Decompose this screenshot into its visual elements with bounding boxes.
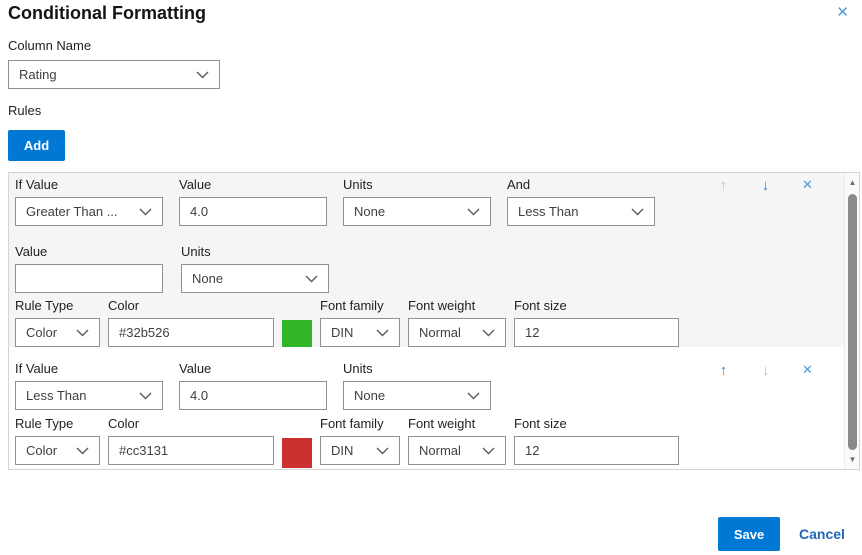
- rule-type-label: Rule Type: [15, 416, 74, 431]
- cancel-button[interactable]: Cancel: [799, 526, 845, 542]
- color-input[interactable]: [108, 318, 274, 347]
- font-size-input[interactable]: [514, 436, 679, 465]
- value-label: Value: [179, 361, 212, 376]
- move-down-icon[interactable]: ↓: [761, 362, 770, 379]
- font-family-dropdown[interactable]: DIN: [320, 318, 400, 347]
- column-name-label: Column Name: [8, 38, 92, 53]
- font-size-input[interactable]: [514, 318, 679, 347]
- chevron-down-icon: [467, 208, 480, 215]
- delete-rule-icon[interactable]: ✕: [802, 177, 813, 192]
- and-dropdown[interactable]: Less Than: [507, 197, 655, 226]
- units-dropdown[interactable]: None: [343, 381, 491, 410]
- font-weight-label: Font weight: [408, 298, 476, 313]
- rule-row: If Value Greater Than ... Value Units No…: [9, 173, 844, 350]
- font-weight-dropdown[interactable]: Normal: [408, 436, 506, 465]
- chevron-down-icon: [482, 329, 495, 336]
- move-up-icon[interactable]: ↑: [719, 177, 728, 194]
- color-swatch[interactable]: [282, 438, 312, 468]
- chevron-down-icon: [631, 208, 644, 215]
- value2-input[interactable]: [15, 264, 163, 293]
- font-family-label: Font family: [320, 298, 384, 313]
- chevron-down-icon: [196, 71, 209, 78]
- delete-rule-icon[interactable]: ✕: [802, 362, 813, 377]
- chevron-down-icon: [76, 329, 89, 336]
- rules-label: Rules: [8, 103, 42, 118]
- font-size-label: Font size: [514, 416, 567, 431]
- font-size-label: Font size: [514, 298, 567, 313]
- chevron-down-icon: [76, 447, 89, 454]
- units-label: Units: [343, 177, 373, 192]
- color-label: Color: [108, 416, 140, 431]
- close-icon[interactable]: ✕: [836, 4, 849, 21]
- value-input[interactable]: [179, 197, 327, 226]
- rules-list: If Value Greater Than ... Value Units No…: [9, 173, 844, 469]
- rule-type-label: Rule Type: [15, 298, 74, 313]
- column-name-dropdown[interactable]: Rating: [8, 60, 220, 89]
- units2-label: Units: [181, 244, 211, 259]
- value2-label: Value: [15, 244, 48, 259]
- if-value-label: If Value: [15, 361, 59, 376]
- rule-row: If Value Less Than Value Units None: [9, 347, 844, 469]
- column-name-value: Rating: [19, 67, 57, 82]
- chevron-down-icon: [482, 447, 495, 454]
- if-value-dropdown[interactable]: Greater Than ...: [15, 197, 163, 226]
- font-family-dropdown[interactable]: DIN: [320, 436, 400, 465]
- and-label: And: [507, 177, 531, 192]
- move-down-icon[interactable]: ↓: [761, 177, 770, 194]
- units2-dropdown[interactable]: None: [181, 264, 329, 293]
- vertical-scrollbar[interactable]: ▲ ▼: [844, 173, 859, 469]
- if-value-label: If Value: [15, 177, 59, 192]
- chevron-down-icon: [139, 392, 152, 399]
- color-label: Color: [108, 298, 140, 313]
- scrollbar-down-icon[interactable]: ▼: [848, 455, 857, 464]
- font-weight-dropdown[interactable]: Normal: [408, 318, 506, 347]
- color-input[interactable]: [108, 436, 274, 465]
- rules-panel: If Value Greater Than ... Value Units No…: [8, 172, 860, 470]
- chevron-down-icon: [305, 275, 318, 282]
- value-input[interactable]: [179, 381, 327, 410]
- add-rule-button[interactable]: Add: [8, 130, 65, 161]
- scrollbar-thumb[interactable]: [848, 194, 857, 450]
- color-swatch[interactable]: [282, 320, 312, 350]
- chevron-down-icon: [139, 208, 152, 215]
- chevron-down-icon: [467, 392, 480, 399]
- chevron-down-icon: [376, 447, 389, 454]
- value-label: Value: [179, 177, 212, 192]
- font-weight-label: Font weight: [408, 416, 476, 431]
- units-dropdown[interactable]: None: [343, 197, 491, 226]
- scrollbar-up-icon[interactable]: ▲: [848, 178, 857, 187]
- units-label: Units: [343, 361, 373, 376]
- chevron-down-icon: [376, 329, 389, 336]
- page-title: Conditional Formatting: [8, 3, 206, 23]
- save-button[interactable]: Save: [718, 517, 780, 551]
- font-family-label: Font family: [320, 416, 384, 431]
- if-value-dropdown[interactable]: Less Than: [15, 381, 163, 410]
- rule-type-dropdown[interactable]: Color: [15, 318, 100, 347]
- rule-type-dropdown[interactable]: Color: [15, 436, 100, 465]
- move-up-icon[interactable]: ↑: [719, 362, 728, 379]
